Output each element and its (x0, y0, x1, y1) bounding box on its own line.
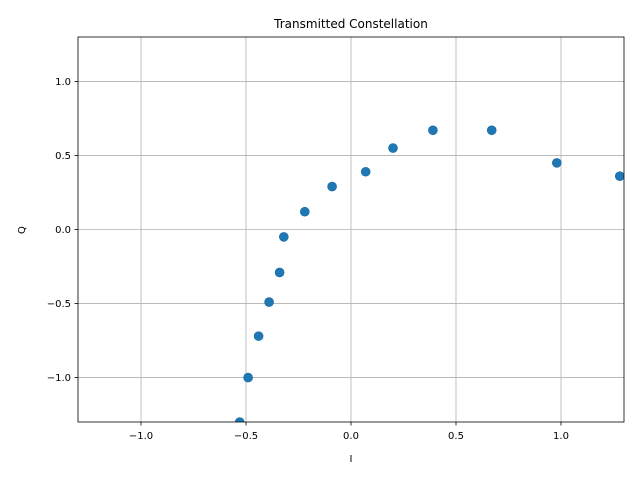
x-tick-label: 0.5 (448, 431, 464, 442)
constellation-point (278, 232, 289, 242)
constellation-point (274, 267, 285, 278)
y-tick-label: 1.0 (55, 77, 71, 88)
y-tick-label: 0.5 (55, 151, 71, 162)
constellation-point (327, 181, 337, 192)
x-tick-label: −1.0 (129, 431, 153, 442)
x-axis-label: I (350, 454, 353, 465)
chart-title: Transmitted Constellation (273, 17, 428, 31)
x-tick-label: −0.5 (234, 431, 258, 442)
constellation-point (264, 297, 274, 307)
constellation-point (615, 171, 624, 181)
constellation-point (388, 143, 398, 153)
constellation-point (234, 417, 245, 422)
constellation-point (551, 158, 562, 168)
grid-layer (78, 37, 624, 422)
y-axis-label: Q (17, 226, 28, 234)
y-tick-label: 0.0 (55, 225, 71, 236)
constellation-point (253, 331, 264, 341)
points-layer (234, 125, 624, 422)
x-tick-label: 1.0 (553, 431, 569, 442)
ticks-layer: −1.0 −0.5 0.0 0.5 1.0 −1.0 −0.5 0.0 0.5 1.0 (47, 77, 569, 442)
constellation-point (486, 125, 497, 136)
y-tick-label: −1.0 (47, 373, 71, 384)
constellation-point (299, 206, 310, 217)
y-tick-label: −0.5 (47, 299, 71, 310)
constellation-point (243, 372, 253, 383)
constellation-point (428, 125, 438, 136)
x-tick-label: 0.0 (343, 431, 359, 442)
constellation-point (360, 166, 371, 177)
